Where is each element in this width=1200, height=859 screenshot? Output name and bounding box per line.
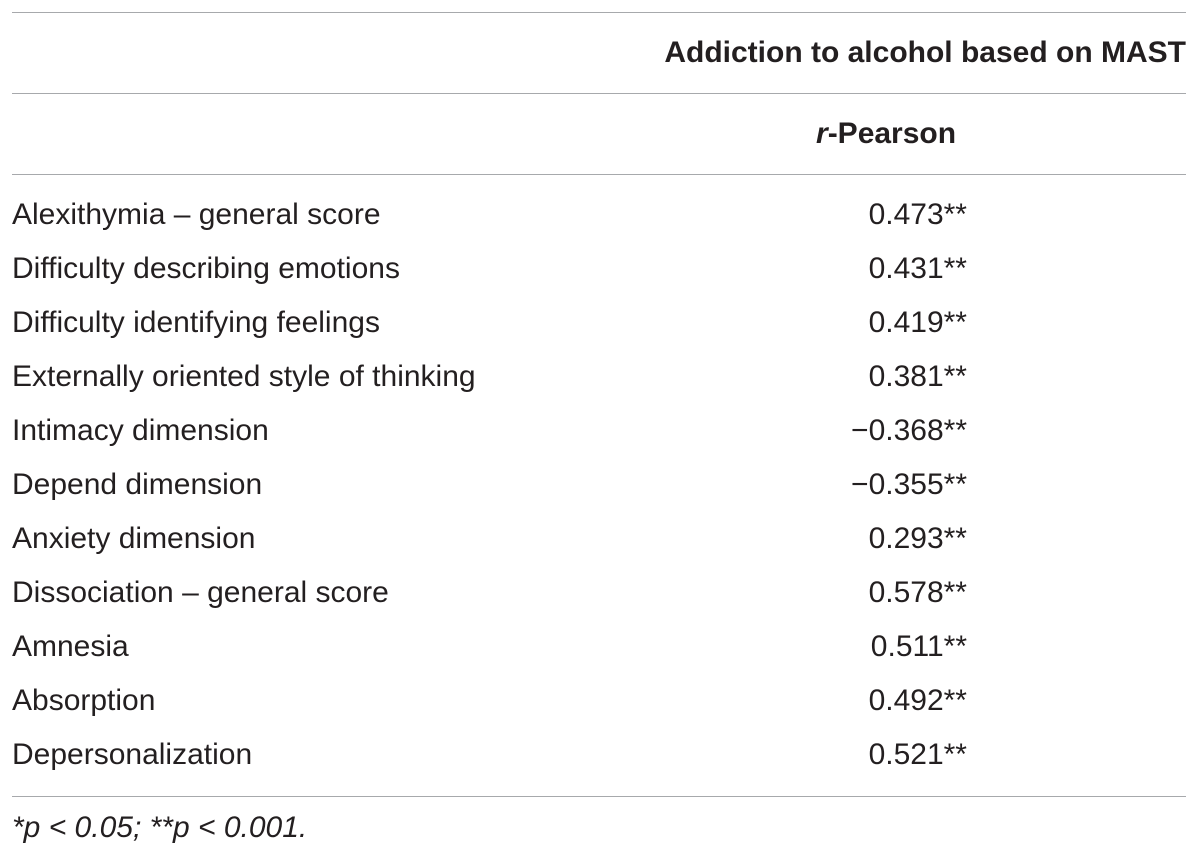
stat-header-rest: -Pearson bbox=[827, 117, 957, 150]
row-value: −0.355** bbox=[851, 468, 967, 501]
row-label: Anxiety dimension bbox=[12, 522, 256, 555]
row-value: 0.419** bbox=[868, 306, 967, 339]
table-bottom-rule bbox=[12, 796, 1186, 797]
row-value: 0.578** bbox=[868, 576, 967, 609]
table-row: Anxiety dimension 0.293** bbox=[0, 512, 1200, 566]
row-label: Absorption bbox=[12, 684, 156, 717]
row-label: Difficulty identifying feelings bbox=[12, 306, 380, 339]
row-label: Dissociation – general score bbox=[12, 576, 389, 609]
row-label: Depend dimension bbox=[12, 468, 263, 501]
table-row: Intimacy dimension −0.368** bbox=[0, 404, 1200, 458]
row-label: Externally oriented style of thinking bbox=[12, 360, 476, 393]
table-row: Alexithymia – general score 0.473** bbox=[0, 188, 1200, 242]
row-label: Depersonalization bbox=[12, 738, 253, 771]
row-label: Amnesia bbox=[12, 630, 129, 663]
row-label: Intimacy dimension bbox=[12, 414, 269, 447]
row-value: 0.511** bbox=[870, 630, 967, 663]
row-value: 0.521** bbox=[868, 738, 967, 771]
row-label: Difficulty describing emotions bbox=[12, 252, 400, 285]
row-value: 0.431** bbox=[868, 252, 967, 285]
table-body: Alexithymia – general score 0.473** Diff… bbox=[0, 188, 1200, 782]
table-row: Depend dimension −0.355** bbox=[0, 458, 1200, 512]
table-row: Depersonalization 0.521** bbox=[0, 728, 1200, 782]
row-value: 0.381** bbox=[868, 360, 967, 393]
table-row: Dissociation – general score 0.578** bbox=[0, 566, 1200, 620]
header-divider-rule bbox=[12, 93, 1186, 94]
table-row: Difficulty identifying feelings 0.419** bbox=[0, 296, 1200, 350]
table-row: Difficulty describing emotions 0.431** bbox=[0, 242, 1200, 296]
stat-header-italic: r bbox=[816, 117, 828, 150]
row-value: −0.368** bbox=[851, 414, 967, 447]
table-top-rule bbox=[12, 12, 1186, 13]
row-value: 0.473** bbox=[868, 198, 967, 231]
row-value: 0.492** bbox=[868, 684, 967, 717]
table-footnote: *p < 0.05; **p < 0.001. bbox=[12, 811, 308, 844]
table-row: Absorption 0.492** bbox=[0, 674, 1200, 728]
header-bottom-rule bbox=[12, 174, 1186, 175]
table-row: Amnesia 0.511** bbox=[0, 620, 1200, 674]
row-label: Alexithymia – general score bbox=[12, 198, 381, 231]
stat-header: r-Pearson bbox=[816, 116, 956, 152]
row-value: 0.293** bbox=[868, 522, 967, 555]
table-row: Externally oriented style of thinking 0.… bbox=[0, 350, 1200, 404]
group-header: Addiction to alcohol based on MAST bbox=[664, 36, 1186, 69]
